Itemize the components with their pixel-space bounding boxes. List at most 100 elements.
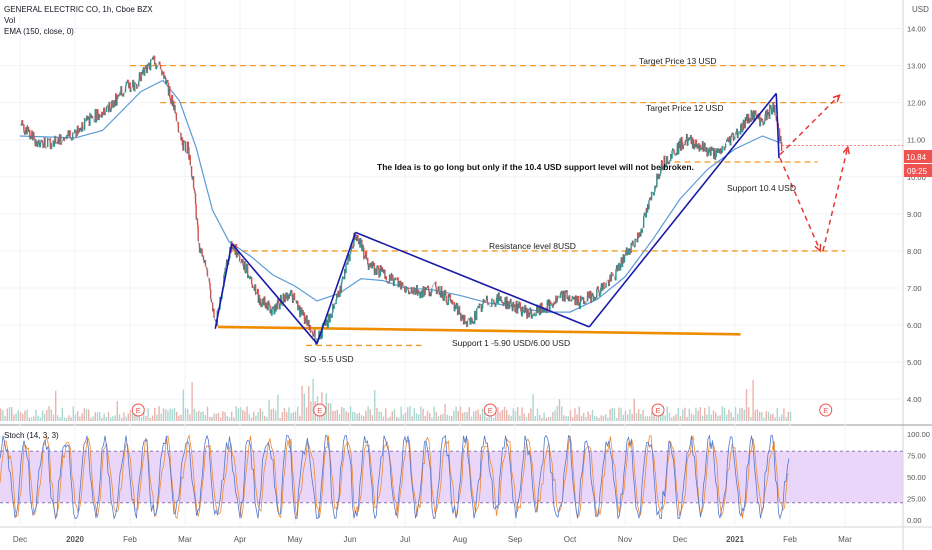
- volume-bar: [492, 417, 495, 421]
- volume-bar: [433, 406, 435, 421]
- volume-bar: [609, 409, 611, 421]
- volume-bar: [470, 416, 473, 421]
- volume-bar: [347, 412, 349, 421]
- volume-bar: [55, 390, 57, 421]
- volume-bar: [501, 409, 503, 421]
- trend-line: [214, 243, 233, 329]
- price-tick-label: 13.00: [907, 62, 926, 71]
- volume-bar: [624, 410, 627, 421]
- volume-bar: [730, 412, 732, 421]
- volume-bar: [668, 412, 671, 421]
- volume-bar: [789, 411, 792, 421]
- volume-bar: [723, 407, 726, 421]
- volume-bar: [59, 417, 61, 421]
- volume-bar: [539, 414, 541, 421]
- volume-bar: [233, 417, 235, 421]
- volume-bar: [19, 411, 22, 421]
- volume-bar: [253, 411, 255, 421]
- volume-bar: [649, 416, 651, 421]
- volume-bar: [250, 417, 253, 421]
- volume-bar: [11, 406, 13, 421]
- volume-bar: [169, 408, 171, 421]
- volume-bar: [33, 416, 35, 421]
- volume-bar: [424, 415, 426, 421]
- earnings-marker-label: E: [823, 406, 828, 415]
- volume-bar: [776, 408, 778, 421]
- volume-bar: [39, 417, 41, 421]
- volume-bar: [442, 413, 444, 421]
- volume-bar: [552, 412, 554, 421]
- volume-bar: [473, 411, 475, 421]
- volume-bar: [761, 412, 763, 421]
- volume-bar: [781, 414, 783, 421]
- volume-bar: [118, 414, 121, 421]
- stoch-legend: Stoch (14, 3, 3): [4, 431, 59, 440]
- volume-bar: [206, 406, 209, 421]
- volume-bar: [103, 413, 105, 421]
- volume-bar: [180, 414, 182, 421]
- volume-bar: [156, 414, 158, 421]
- volume-bar: [356, 414, 358, 421]
- volume-bar: [646, 416, 649, 421]
- target-13-label: Target Price 13 USD: [639, 56, 716, 66]
- volume-bar: [259, 408, 261, 421]
- volume-bar: [576, 414, 578, 421]
- volume-bar: [495, 411, 497, 421]
- price-tick-label: 14.00: [907, 25, 926, 34]
- volume-bar: [594, 416, 596, 421]
- volume-bar: [257, 412, 259, 421]
- earnings-marker: [819, 403, 833, 417]
- volume-bar: [756, 409, 759, 421]
- volume-bar: [50, 409, 52, 421]
- volume-bar: [193, 408, 195, 421]
- volume-bar: [440, 414, 442, 421]
- volume-bar: [354, 412, 356, 421]
- earnings-marker-label: E: [317, 406, 322, 415]
- volume-bar: [107, 411, 110, 421]
- volume-bar: [673, 415, 675, 421]
- volume-bar: [308, 386, 310, 421]
- volume-bar: [211, 416, 213, 421]
- volume-bar: [213, 413, 215, 421]
- volume-bar: [732, 417, 734, 421]
- volume-bar: [613, 408, 616, 421]
- price-line: [19, 55, 782, 346]
- volume-bar: [79, 416, 81, 421]
- volume-bar: [63, 417, 66, 421]
- volume-bar: [407, 407, 409, 421]
- currency-label: USD: [912, 5, 929, 14]
- volume-bar: [479, 414, 481, 421]
- volume-bar: [255, 415, 257, 421]
- volume-bar: [387, 417, 389, 421]
- volume-bar: [336, 409, 338, 421]
- volume-bar: [94, 412, 96, 421]
- volume-bar: [371, 415, 374, 421]
- stoch-tick-label: 25.00: [907, 494, 926, 503]
- volume-bar: [123, 412, 125, 421]
- volume-bar: [422, 408, 424, 421]
- volume-bar: [200, 412, 202, 421]
- volume-bar: [279, 417, 281, 421]
- volume-bar: [572, 417, 574, 421]
- volume-bar: [68, 415, 70, 421]
- volume-bar: [121, 417, 123, 421]
- volume-bar: [215, 413, 217, 421]
- price-tick-label: 8.00: [907, 247, 922, 256]
- time-tick-label: Mar: [838, 535, 852, 544]
- volume-bar: [644, 416, 646, 421]
- support-1-label: Support 1 -5.90 USD/6.00 USD: [452, 338, 570, 348]
- volume-bar: [228, 417, 231, 421]
- grid: [0, 0, 903, 527]
- volume-bar: [413, 408, 415, 421]
- volume-bar: [459, 406, 462, 421]
- volume-bar: [767, 411, 770, 421]
- earnings-marker-label: E: [136, 406, 141, 415]
- volume-bar: [662, 408, 664, 421]
- trend-lines: [214, 92, 780, 345]
- volume-bar: [556, 406, 558, 421]
- volume-bar: [715, 412, 717, 421]
- volume-bar: [226, 415, 228, 421]
- support-10-4-label: Support 10.4 USD: [727, 183, 796, 193]
- trend-line: [231, 242, 318, 345]
- price-tick-label: 9.00: [907, 210, 922, 219]
